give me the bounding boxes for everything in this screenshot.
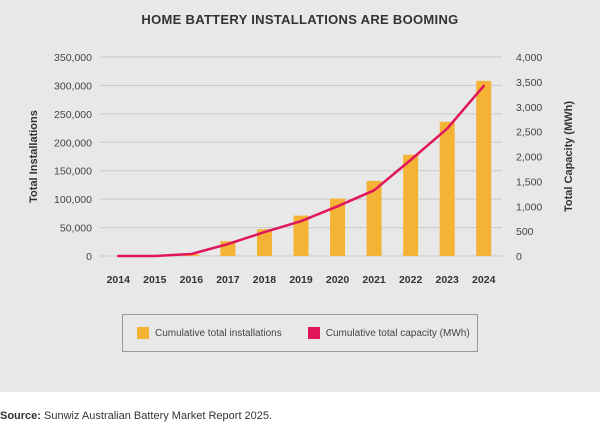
y-tick-label: 250,000 [54,109,92,121]
y2-tick-label: 1,500 [516,176,542,188]
legend-item-installations: Cumulative total installations [137,327,282,339]
y2-tick-label: 500 [516,226,534,238]
legend-label-installations: Cumulative total installations [155,327,282,339]
y2-tick-label: 2,500 [516,127,542,139]
chart-legend: Cumulative total installations Cumulativ… [122,314,478,352]
legend-item-capacity: Cumulative total capacity (MWh) [307,327,470,339]
y2-tick-label: 1,000 [516,201,542,213]
bar [439,121,455,257]
y2-tick-label: 3,000 [516,102,542,114]
bar [330,198,346,256]
y-tick-label: 50,000 [60,223,92,235]
x-tick-label: 2017 [216,274,240,286]
y-tick-label: 200,000 [54,137,92,149]
x-tick-label: 2020 [326,274,350,286]
x-tick-label: 2021 [362,274,386,286]
y2-axis-title: Total Capacity (MWh) [563,101,575,212]
x-tick-label: 2018 [253,274,277,286]
bar [293,215,309,256]
chart-panel [0,0,600,392]
y-tick-label: 0 [86,251,92,263]
series-line-capacity [117,84,485,258]
y-axis-title: Total Installations [28,110,40,203]
x-tick-label: 2014 [107,274,131,286]
bar [476,80,492,256]
x-tick-label: 2016 [180,274,204,286]
chart-svg: 0 50,000 100,000 150,000 200,000 250,000 300,0… [28,52,575,286]
source-note: Source: Sunwiz Australian Battery Market… [0,410,272,422]
y-tick-label: 100,000 [54,194,92,206]
x-tick-label: 2024 [472,274,496,286]
bar [366,180,382,256]
source-text: Sunwiz Australian Battery Market Report … [40,410,273,422]
y-tick-label: 350,000 [54,52,92,64]
x-tick-label: 2022 [399,274,423,286]
y2-tick-label: 0 [516,251,522,263]
y2-tick-label: 4,000 [516,52,542,64]
y-tick-label: 300,000 [54,80,92,92]
x-tick-label: 2015 [143,274,167,286]
legend-swatch-installations [137,327,149,339]
bar [403,154,419,256]
y2-tick-label: 3,500 [516,77,542,89]
chart-title: HOME BATTERY INSTALLATIONS ARE BOOMING [141,12,459,27]
bar [256,229,272,256]
source-label: Source: [0,410,41,422]
x-tick-label: 2019 [289,274,313,286]
x-tick-label: 2023 [436,274,460,286]
legend-label-capacity: Cumulative total capacity (MWh) [325,327,470,339]
y2-tick-label: 2,000 [516,152,542,164]
y-tick-label: 150,000 [54,166,92,178]
legend-swatch-capacity [307,327,320,339]
